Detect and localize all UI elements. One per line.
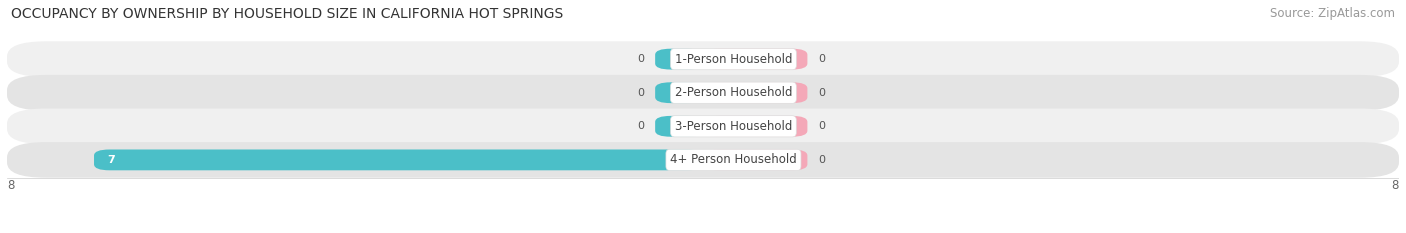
FancyBboxPatch shape: [7, 109, 1399, 144]
Text: 2-Person Household: 2-Person Household: [675, 86, 792, 99]
FancyBboxPatch shape: [655, 49, 703, 69]
FancyBboxPatch shape: [7, 75, 1399, 110]
FancyBboxPatch shape: [7, 142, 1399, 178]
Text: 7: 7: [107, 155, 115, 165]
Text: 0: 0: [638, 88, 645, 98]
FancyBboxPatch shape: [703, 49, 807, 69]
FancyBboxPatch shape: [655, 82, 703, 103]
FancyBboxPatch shape: [7, 41, 1399, 77]
FancyBboxPatch shape: [655, 116, 703, 137]
FancyBboxPatch shape: [703, 150, 807, 170]
Text: 1-Person Household: 1-Person Household: [675, 53, 792, 66]
Text: 8: 8: [7, 179, 14, 192]
Text: 0: 0: [818, 121, 825, 131]
Text: Source: ZipAtlas.com: Source: ZipAtlas.com: [1270, 7, 1395, 20]
Text: 3-Person Household: 3-Person Household: [675, 120, 792, 133]
Text: 0: 0: [818, 155, 825, 165]
Text: OCCUPANCY BY OWNERSHIP BY HOUSEHOLD SIZE IN CALIFORNIA HOT SPRINGS: OCCUPANCY BY OWNERSHIP BY HOUSEHOLD SIZE…: [11, 7, 564, 21]
Text: 0: 0: [818, 54, 825, 64]
Text: 0: 0: [638, 121, 645, 131]
FancyBboxPatch shape: [703, 82, 807, 103]
Text: 0: 0: [638, 54, 645, 64]
FancyBboxPatch shape: [94, 150, 703, 170]
Text: 4+ Person Household: 4+ Person Household: [671, 153, 797, 166]
Text: 0: 0: [818, 88, 825, 98]
FancyBboxPatch shape: [703, 116, 807, 137]
Text: 8: 8: [1392, 179, 1399, 192]
